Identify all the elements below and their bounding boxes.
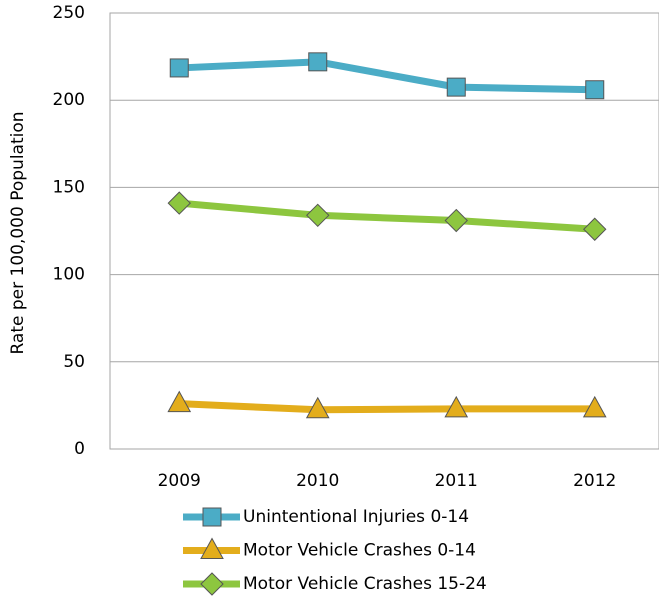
legend-marker (200, 537, 224, 559)
series-line (179, 58, 595, 94)
legend-label: Motor Vehicle Crashes 0-14 (243, 541, 476, 561)
series-line (179, 400, 595, 414)
legend-marker (202, 507, 222, 527)
y-axis-label: Rate per 100,000 Population (8, 111, 28, 354)
y-tick-label: 150 (53, 177, 85, 197)
data-point (583, 217, 607, 241)
data-point (582, 395, 607, 418)
y-tick-label: 100 (53, 265, 85, 285)
y-tick-label: 200 (53, 90, 85, 110)
legend-label: Unintentional Injuries 0-14 (243, 507, 469, 527)
data-point (306, 203, 330, 228)
data-point (169, 58, 189, 78)
y-tick-label: 50 (63, 352, 85, 372)
x-tick-label: 2011 (435, 471, 478, 491)
data-point (305, 396, 330, 419)
x-tick-label: 2012 (573, 471, 616, 491)
x-tick-label: 2009 (158, 471, 201, 491)
x-tick-label: 2010 (296, 471, 339, 491)
legend-label: Motor Vehicle Crashes 15-24 (243, 574, 487, 594)
legend-marker (200, 572, 224, 596)
y-tick-label: 250 (53, 3, 85, 23)
data-point (167, 390, 192, 413)
data-point (585, 80, 605, 100)
data-point (444, 208, 468, 233)
y-tick-label: 0 (74, 439, 85, 459)
series-line (178, 199, 595, 233)
data-point (446, 77, 466, 97)
data-point (444, 395, 469, 418)
data-point (167, 191, 191, 215)
data-point (308, 52, 328, 72)
